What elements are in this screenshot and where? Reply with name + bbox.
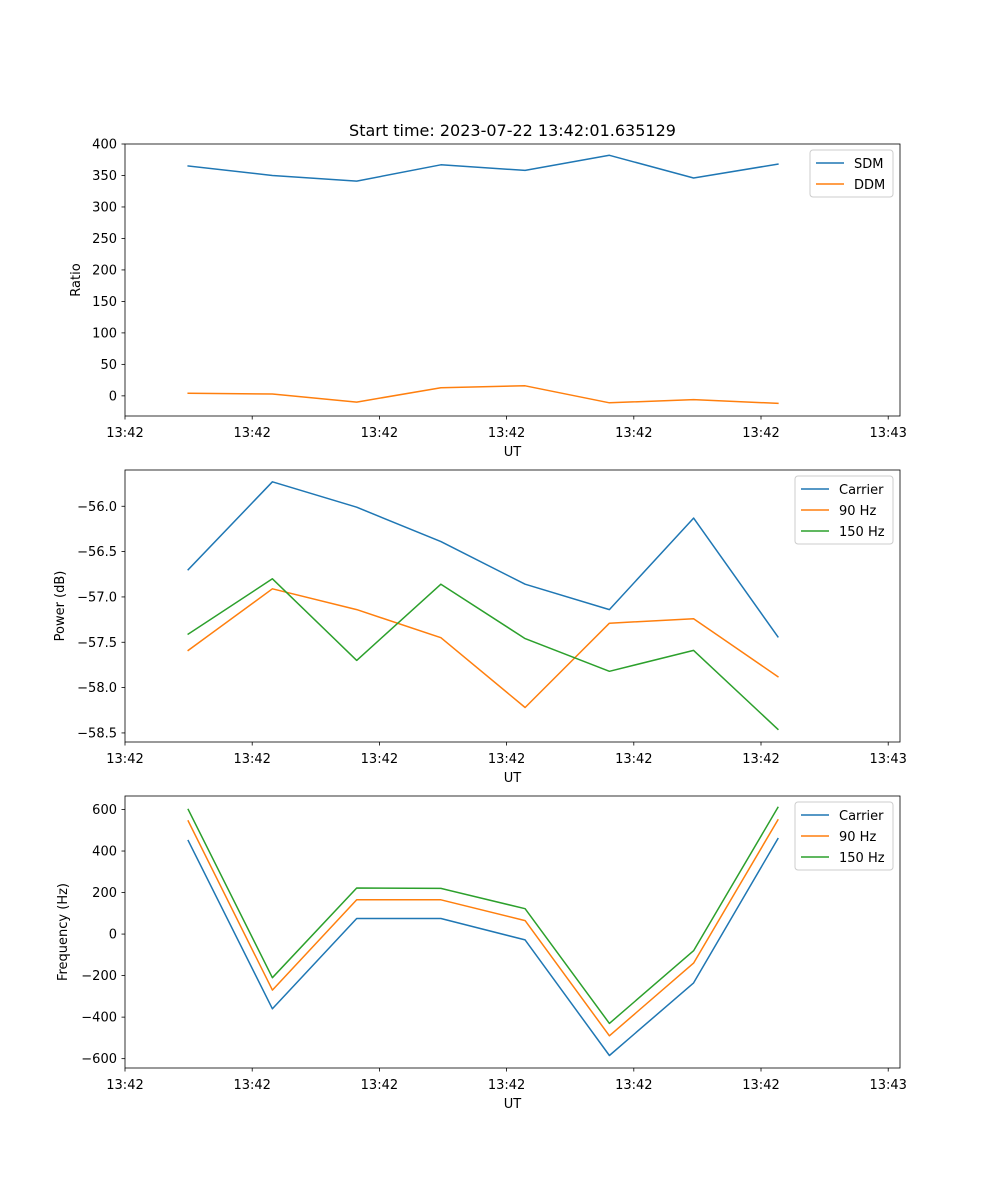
legend: Carrier 90 Hz 150 Hz <box>794 801 894 871</box>
legend-label: 150 Hz <box>839 525 885 540</box>
series-line-carrier <box>187 837 779 1057</box>
legend: SDM DDM <box>809 149 894 198</box>
x-tick-label: 13:42 <box>361 1078 398 1093</box>
y-axis-label: Power (dB) <box>53 571 68 642</box>
y-tick-label: −200 <box>81 969 117 984</box>
x-tick-label: 13:42 <box>488 752 525 767</box>
legend-box <box>794 475 894 545</box>
axes-frame <box>124 469 901 743</box>
figure-title: Start time: 2023-07-22 13:42:01.635129 <box>349 121 676 140</box>
series-line-90-hz <box>187 818 779 1037</box>
legend-label: DDM <box>854 178 885 193</box>
y-tick-label: −57.5 <box>77 636 117 651</box>
x-axis-label: UT <box>504 445 522 460</box>
legend-label: Carrier <box>839 483 884 498</box>
frequency-subplot: 13:42 13:42 13:42 13:42 13:42 13:42 13:43 −600 −… <box>56 795 907 1112</box>
y-tick-label: 400 <box>92 138 117 153</box>
x-tick-label: 13:43 <box>869 426 906 441</box>
x-tick-label: 13:42 <box>233 1078 270 1093</box>
y-tick-label: 150 <box>92 295 117 310</box>
y-tick-label: 50 <box>100 358 117 373</box>
y-tick-label: 200 <box>92 886 117 901</box>
y-axis-label: Ratio <box>69 263 84 296</box>
legend-label: 150 Hz <box>839 851 885 866</box>
y-axis-label: Frequency (Hz) <box>56 883 71 981</box>
series-line-90-hz <box>187 588 779 709</box>
x-tick-label: 13:42 <box>106 1078 143 1093</box>
y-tick-label: 300 <box>92 200 117 215</box>
y-tick-label: −400 <box>81 1011 117 1026</box>
legend-box <box>809 149 894 198</box>
y-tick-label: 200 <box>92 263 117 278</box>
y-tick-label: 600 <box>92 803 117 818</box>
x-axis-label: UT <box>504 771 522 786</box>
y-tick-label: 0 <box>109 389 117 404</box>
axes-frame <box>124 795 901 1069</box>
x-tick-label: 13:42 <box>742 1078 779 1093</box>
series-line-150-hz <box>187 806 779 1025</box>
legend: Carrier 90 Hz 150 Hz <box>794 475 894 545</box>
x-tick-label: 13:42 <box>361 752 398 767</box>
y-tick-label: 350 <box>92 169 117 184</box>
power-subplot: 13:42 13:42 13:42 13:42 13:42 13:42 13:43 −58.5… <box>53 469 907 786</box>
series-line-150-hz <box>187 578 779 731</box>
axes-frame <box>124 143 901 417</box>
y-tick-label: 250 <box>92 232 117 247</box>
x-tick-label: 13:43 <box>869 1078 906 1093</box>
x-tick-label: 13:42 <box>106 426 143 441</box>
series-line-sdm <box>187 154 779 182</box>
x-tick-label: 13:42 <box>615 752 652 767</box>
y-tick-label: −56.0 <box>77 500 117 515</box>
x-tick-label: 13:42 <box>615 426 652 441</box>
legend-box <box>794 801 894 871</box>
y-tick-label: 100 <box>92 326 117 341</box>
legend-label: 90 Hz <box>839 504 876 519</box>
series-line-carrier <box>187 481 779 638</box>
x-tick-label: 13:42 <box>488 1078 525 1093</box>
y-tick-label: −58.5 <box>77 726 117 741</box>
x-tick-label: 13:42 <box>615 1078 652 1093</box>
x-tick-label: 13:42 <box>488 426 525 441</box>
legend-label: 90 Hz <box>839 830 876 845</box>
legend-label: SDM <box>854 157 883 172</box>
x-tick-label: 13:42 <box>233 752 270 767</box>
y-tick-label: 400 <box>92 845 117 860</box>
x-tick-label: 13:42 <box>361 426 398 441</box>
y-tick-label: −57.0 <box>77 590 117 605</box>
x-tick-label: 13:43 <box>869 752 906 767</box>
x-tick-label: 13:42 <box>106 752 143 767</box>
ratio-subplot: 13:42 13:42 13:42 13:42 13:42 13:42 13:43 0 50 10… <box>69 138 907 461</box>
y-tick-label: −58.0 <box>77 681 117 696</box>
x-tick-label: 13:42 <box>742 752 779 767</box>
x-tick-label: 13:42 <box>233 426 270 441</box>
y-tick-label: 0 <box>109 928 117 943</box>
y-tick-label: −56.5 <box>77 545 117 560</box>
legend-label: Carrier <box>839 809 884 824</box>
y-tick-label: −600 <box>81 1052 117 1067</box>
x-tick-label: 13:42 <box>742 426 779 441</box>
series-line-ddm <box>187 385 779 405</box>
x-axis-label: UT <box>504 1097 522 1112</box>
